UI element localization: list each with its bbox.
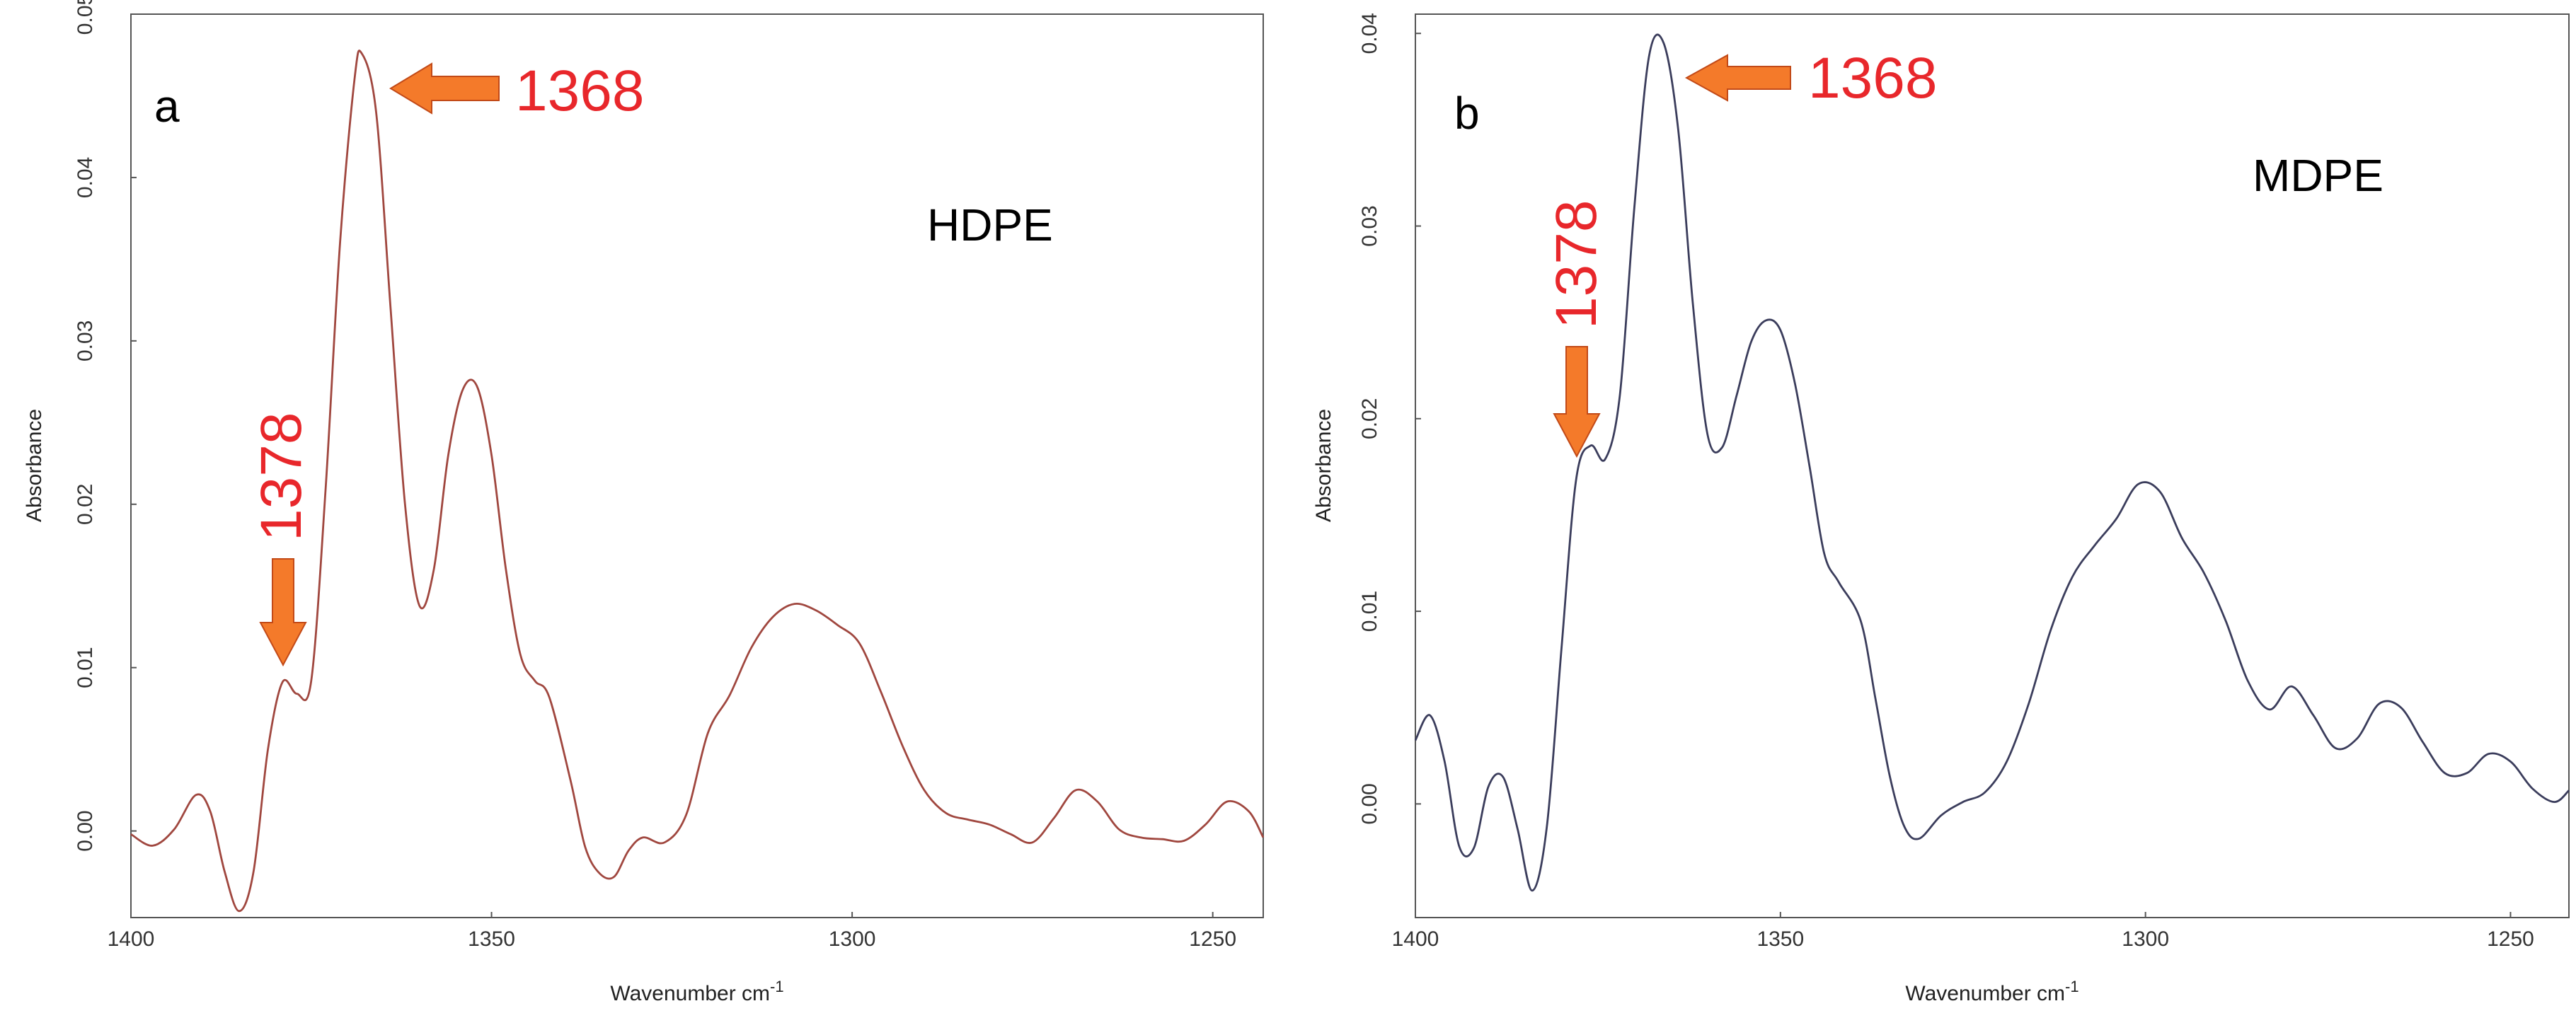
x-axis-title-superscript: -1 [2065,978,2079,995]
arrow-down-icon [1553,346,1601,458]
sample-label: HDPE [927,200,1053,250]
arrow-left-icon [1684,54,1791,102]
annotation-1378: 1378 [249,412,314,667]
x-axis-title-superscript: -1 [770,978,784,995]
x-tick-label: 1350 [1756,927,1804,951]
chart-panel-a: 0.00 0.01 0.02 0.03 0.04 0.05 1400 1350 1300 125… [23,0,1265,1005]
y-tick-label: 0.04 [1358,13,1381,54]
y-tick-label: 0.01 [74,647,97,688]
x-axis-ticks: 1400 1350 1300 1250 [108,912,1236,951]
annotation-1368: 1368 [389,59,644,123]
absorbance-line-hdpe [130,50,1265,913]
y-tick-label: 0.03 [74,320,97,362]
x-tick-label: 1300 [829,927,876,951]
x-tick-label: 1350 [468,927,515,951]
x-axis-title-text: Wavenumber cm [1905,982,2065,1005]
annotation-1378: 1378 [1544,200,1609,458]
chart-panel-b: 0.000.010.020.030.04 1400 1350 1300 1250 b … [1312,13,2570,1005]
plot-frame [1415,13,2570,918]
x-axis-title: Wavenumber cm-1 [610,978,783,1005]
y-axis-ticks: 0.00 0.01 0.02 0.03 0.04 0.05 [74,0,137,852]
plot-frame [130,13,1264,918]
x-tick-label: 1400 [108,927,155,951]
x-tick-label: 1250 [2487,927,2534,951]
y-axis-title: Absorbance [1312,409,1335,522]
arrow-left-icon [389,62,500,115]
panel-label: b [1454,88,1480,139]
x-tick-label: 1400 [1392,927,1439,951]
y-tick-label: 0.04 [74,157,97,198]
x-axis-title-text: Wavenumber cm [610,982,770,1005]
y-axis-ticks: 0.00 0.01 0.02 0.03 0.04 [1358,13,1421,825]
y-tick-label: 0.02 [1358,398,1381,439]
annotation-label-1378: 1378 [249,412,314,541]
annotation-1368: 1368 [1684,46,1937,110]
annotation-label-1368: 1368 [515,59,644,123]
panel-label: a [154,81,180,132]
x-axis-title: Wavenumber cm-1 [1905,978,2078,1005]
y-tick-label: 0.05 [74,0,97,35]
y-tick-label: 0.00 [1358,783,1381,824]
annotation-label-1378: 1378 [1544,200,1609,329]
absorbance-line-mdpe [1414,33,2570,892]
x-axis-ticks: 1400 1350 1300 1250 [1392,912,2534,951]
y-tick-label: 0.01 [1358,591,1381,632]
y-tick-label: 0.02 [74,484,97,525]
x-tick-label: 1250 [1189,927,1236,951]
x-tick-label: 1300 [2122,927,2169,951]
arrow-down-icon [259,558,307,667]
y-tick-label: 0.03 [1358,205,1381,246]
y-axis-title: Absorbance [23,409,46,522]
annotation-label-1368: 1368 [1808,46,1937,110]
sample-label: MDPE [2253,150,2384,201]
y-tick-label: 0.00 [74,810,97,851]
